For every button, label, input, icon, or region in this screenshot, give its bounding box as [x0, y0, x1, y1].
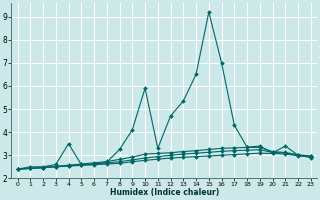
X-axis label: Humidex (Indice chaleur): Humidex (Indice chaleur): [109, 188, 219, 197]
